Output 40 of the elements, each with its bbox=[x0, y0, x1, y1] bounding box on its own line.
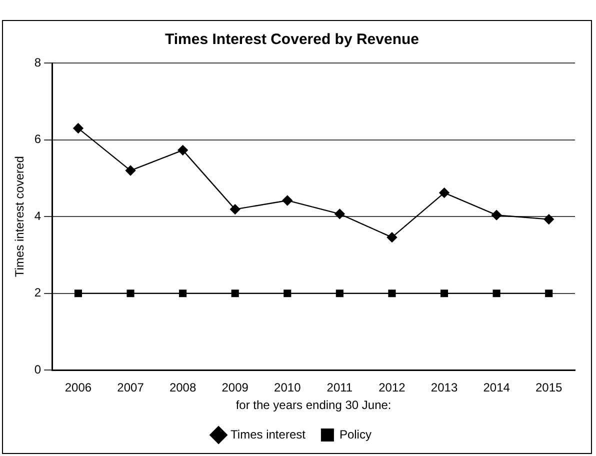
x-tick-label: 2012 bbox=[378, 380, 406, 395]
point bbox=[179, 290, 187, 298]
point bbox=[544, 214, 554, 224]
point bbox=[440, 290, 448, 298]
point bbox=[73, 123, 84, 134]
point bbox=[491, 210, 502, 220]
point bbox=[125, 165, 136, 176]
point bbox=[126, 290, 134, 298]
point bbox=[282, 195, 292, 206]
y-tick-label: 6 bbox=[34, 132, 42, 146]
x-tick-label: 2006 bbox=[64, 380, 92, 395]
point bbox=[230, 204, 240, 214]
y-tick-label: 2 bbox=[34, 286, 42, 300]
y-tick-label: 4 bbox=[34, 208, 42, 223]
x-tick-label: 2015 bbox=[536, 380, 563, 395]
point bbox=[386, 232, 398, 242]
x-tick-label: 2013 bbox=[430, 380, 458, 395]
point bbox=[284, 290, 292, 298]
x-tick-label: 2008 bbox=[169, 380, 196, 395]
point bbox=[231, 290, 239, 298]
point bbox=[334, 208, 345, 220]
x-tick-label: 2014 bbox=[483, 380, 510, 395]
x-tick-label: 2010 bbox=[274, 380, 302, 395]
point bbox=[336, 290, 344, 298]
x-axis-title: for the years ending 30 June: bbox=[236, 398, 392, 412]
legend-label: Times interest bbox=[230, 427, 306, 442]
point bbox=[178, 145, 188, 156]
y-tick-label: 0 bbox=[34, 362, 42, 377]
point bbox=[388, 290, 396, 298]
x-tick-label: 2007 bbox=[117, 380, 144, 395]
point bbox=[74, 290, 82, 298]
point bbox=[492, 290, 500, 298]
legend-label: Policy bbox=[339, 427, 372, 442]
x-tick-label: 2009 bbox=[222, 380, 249, 395]
x-tick-label: 2011 bbox=[326, 380, 353, 395]
point bbox=[545, 290, 553, 298]
y-axis-title: Times interest covered bbox=[12, 156, 27, 278]
point bbox=[439, 188, 450, 198]
chart-title: Times Interest Covered by Revenue bbox=[165, 31, 419, 48]
y-tick-label: 8 bbox=[34, 55, 42, 70]
